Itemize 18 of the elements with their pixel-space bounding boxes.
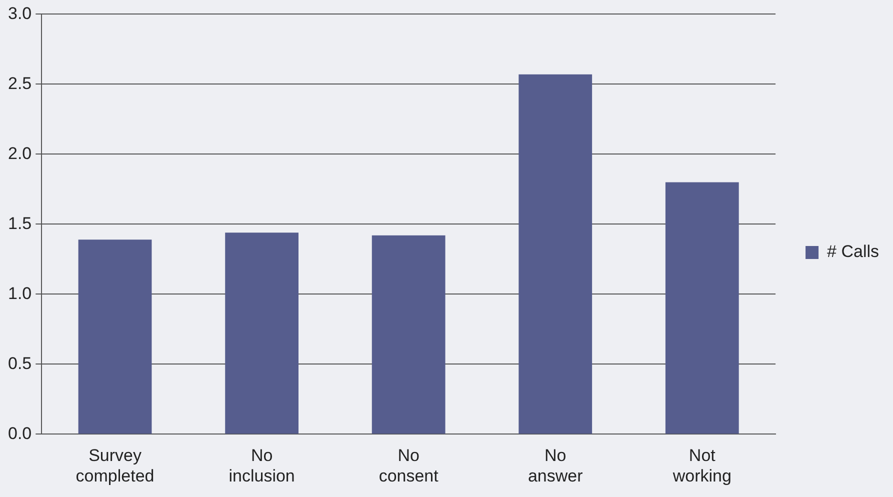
y-tick-label: 1.0: [8, 284, 32, 303]
bar: [518, 74, 592, 434]
bar: [665, 182, 739, 434]
bar: [78, 240, 152, 434]
x-tick-label: No consent: [378, 446, 439, 486]
y-tick-label: 3.0: [8, 4, 32, 23]
bar: [372, 235, 446, 434]
x-tick-label: No inclusion: [228, 446, 295, 486]
x-tick-label: Not working: [672, 446, 732, 486]
y-tick-label: 0.0: [8, 424, 32, 443]
x-tick-label: Survey completed: [76, 446, 154, 486]
bar: [225, 232, 298, 434]
legend-label: # Calls: [827, 242, 880, 262]
x-tick-label: No answer: [528, 446, 584, 486]
y-tick-label: 1.5: [8, 214, 32, 233]
y-tick-label: 2.5: [8, 74, 32, 93]
y-tick-label: 0.5: [8, 354, 32, 373]
y-tick-label: 2.0: [8, 144, 32, 163]
